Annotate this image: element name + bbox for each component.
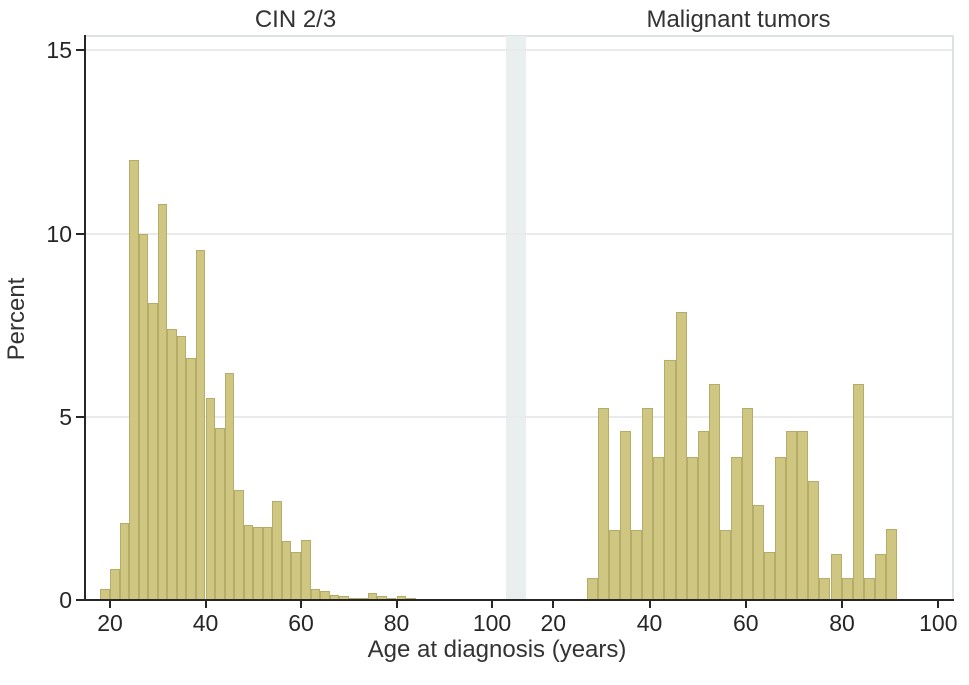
y-tick-label-0: 0 <box>59 587 72 613</box>
x-tick-label-p1-40: 40 <box>636 610 663 636</box>
histogram-bar-p0-22 <box>310 589 321 600</box>
x-tick-p0-20 <box>109 600 111 608</box>
histogram-bar-p1-3 <box>620 431 632 600</box>
histogram-bar-p0-13 <box>224 372 235 600</box>
x-tick-p1-80 <box>841 600 844 608</box>
x-axis-label: Age at diagnosis (years) <box>367 636 627 663</box>
histogram-bar-p1-26 <box>874 554 886 600</box>
histogram-bar-p0-1 <box>110 568 120 600</box>
x-tick-label-p0-40: 40 <box>192 610 219 636</box>
histogram-bar-p0-23 <box>320 590 330 600</box>
histogram-bar-p1-8 <box>675 312 687 600</box>
y-tick-5 <box>76 415 84 418</box>
histogram-bar-p1-10 <box>697 431 709 600</box>
y-tick-15 <box>76 49 84 52</box>
x-tick-p1-100 <box>937 600 940 608</box>
x-tick-p1-20 <box>552 600 555 608</box>
histogram-bar-p1-23 <box>841 578 853 600</box>
x-tick-label-p1-60: 60 <box>733 610 759 636</box>
panel-title-malignant: Malignant tumors <box>646 6 831 33</box>
histogram-bar-p1-9 <box>686 457 698 600</box>
histogram-bar-p0-28 <box>367 592 378 600</box>
y-axis-line <box>84 35 86 601</box>
histogram-bar-p1-20 <box>808 480 820 600</box>
histogram-bar-p0-2 <box>119 523 130 600</box>
histogram-bar-p0-20 <box>291 552 301 600</box>
y-tick-10 <box>76 232 84 235</box>
histogram-bar-p0-29 <box>377 596 387 600</box>
histogram-bar-p1-13 <box>730 457 742 600</box>
histogram-bar-p1-21 <box>819 578 831 600</box>
y-axis-label: Percent <box>3 277 30 361</box>
histogram-bar-p0-12 <box>215 427 225 600</box>
y-tick-0 <box>76 599 84 601</box>
histogram-bar-p1-17 <box>775 457 787 600</box>
histogram-bar-p1-22 <box>830 554 842 600</box>
histogram-bar-p1-14 <box>741 407 753 600</box>
x-tick-p0-80 <box>395 600 398 608</box>
y-tick-label-15: 15 <box>46 37 72 64</box>
histogram-bar-p0-5 <box>148 303 158 600</box>
histogram-bar-p0-14 <box>234 490 244 600</box>
histogram-bar-p1-6 <box>653 457 665 600</box>
x-tick-label-p0-20: 20 <box>97 610 123 636</box>
histogram-bar-p0-4 <box>138 233 149 600</box>
histogram-bar-p0-25 <box>339 596 349 600</box>
x-tick-label-p1-80: 80 <box>829 610 855 636</box>
histogram-bar-p0-6 <box>157 204 168 600</box>
histogram-bar-p0-18 <box>272 501 282 600</box>
gridline-5 <box>86 415 952 418</box>
histogram-bar-p1-4 <box>631 530 643 600</box>
x-tick-p1-60 <box>744 600 747 608</box>
histogram-bar-p1-7 <box>664 359 676 600</box>
x-tick-label-p0-60: 60 <box>288 610 314 636</box>
histogram-bar-p0-11 <box>205 398 216 600</box>
histogram-bar-p0-9 <box>186 358 196 600</box>
histogram-bar-p0-21 <box>301 539 311 600</box>
histogram-bar-p1-15 <box>753 504 765 600</box>
histogram-bar-p0-10 <box>195 249 206 600</box>
histogram-bar-p1-19 <box>797 431 809 600</box>
histogram-bar-p1-0 <box>586 578 599 600</box>
x-tick-p0-40 <box>204 600 207 608</box>
histogram-bar-p1-25 <box>863 578 875 600</box>
y-tick-label-5: 5 <box>59 403 72 430</box>
gridline-15 <box>86 49 952 52</box>
histogram-bar-p0-19 <box>281 541 292 600</box>
gridline-10 <box>86 232 952 235</box>
panel-title-cin23: CIN 2/3 <box>254 6 337 33</box>
x-axis-line <box>84 599 954 601</box>
histogram-bar-p1-18 <box>786 431 798 600</box>
x-tick-label-p1-20: 20 <box>540 610 567 636</box>
histogram-bar-p1-12 <box>719 530 731 600</box>
histogram-bar-p0-16 <box>253 526 263 600</box>
histogram-bar-p0-8 <box>176 336 187 600</box>
plot-border-right <box>952 35 954 601</box>
x-tick-label-p0-100: 100 <box>472 610 512 636</box>
x-tick-p0-100 <box>491 600 493 608</box>
histogram-bar-p1-27 <box>885 528 897 600</box>
histogram-bar-p1-24 <box>852 383 864 600</box>
histogram-bar-p0-24 <box>329 594 340 600</box>
histogram-bar-p0-7 <box>167 328 177 600</box>
histogram-bar-p0-31 <box>396 596 407 600</box>
x-tick-p0-60 <box>300 600 302 608</box>
y-tick-label-10: 10 <box>46 220 72 247</box>
histogram-bar-p1-11 <box>708 383 720 600</box>
x-tick-label-p1-100: 100 <box>919 610 958 636</box>
histogram-bar-p1-1 <box>598 407 610 600</box>
histogram-bar-p0-17 <box>262 526 273 600</box>
histogram-bar-p0-3 <box>129 160 139 600</box>
panel-divider <box>506 36 526 600</box>
histogram-bar-p0-15 <box>243 524 254 600</box>
histogram-bar-p0-0 <box>100 589 110 600</box>
histogram-bar-p1-16 <box>764 552 776 600</box>
x-tick-p1-40 <box>648 600 651 608</box>
histogram-bar-p1-2 <box>609 530 621 600</box>
histogram-bar-p1-5 <box>642 407 654 600</box>
x-tick-label-p0-80: 80 <box>383 610 410 636</box>
